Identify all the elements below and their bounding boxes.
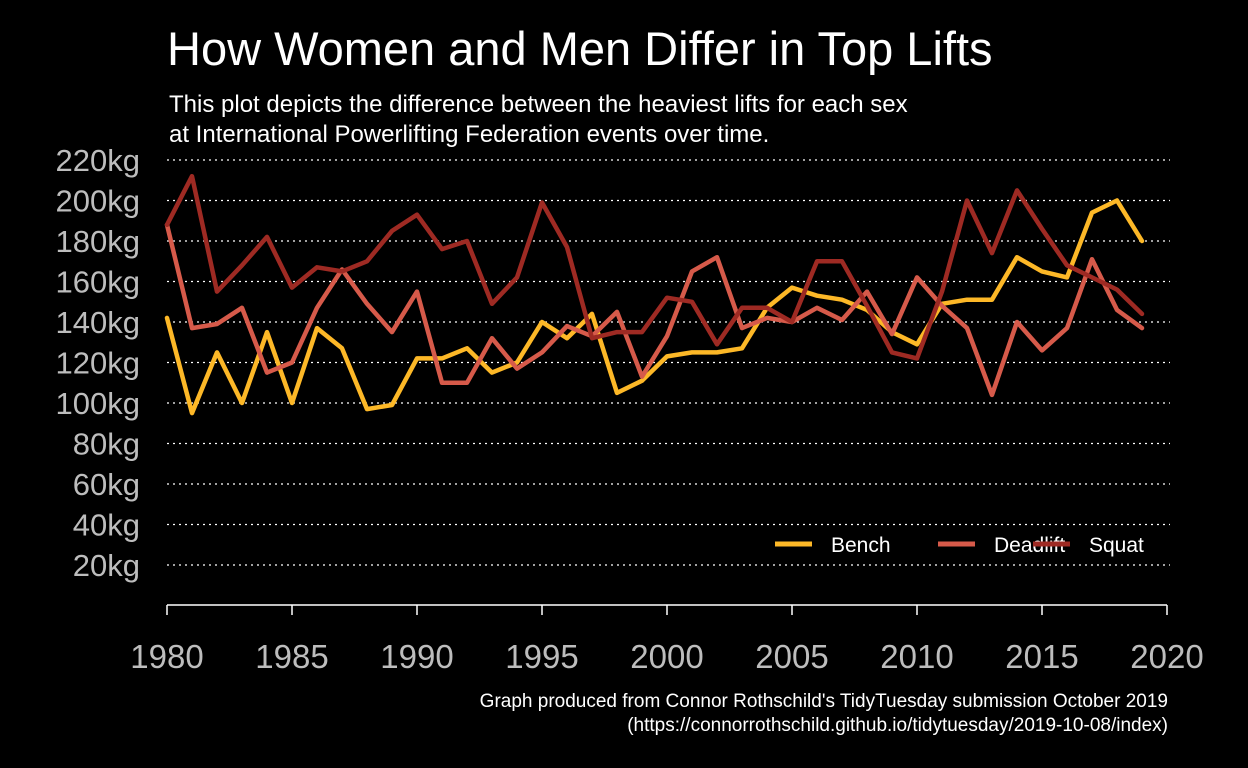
x-tick-label-1990: 1990 (380, 638, 453, 675)
y-tick-label-60: 60kg (73, 467, 140, 502)
chart-subtitle: This plot depicts the difference between… (169, 90, 908, 150)
legend-label-deadlift: Deadlift (994, 534, 1065, 557)
legend-label-squat: Squat (1089, 534, 1144, 557)
x-tick-label-1985: 1985 (255, 638, 328, 675)
y-tick-label-100: 100kg (56, 386, 140, 421)
y-tick-label-120: 120kg (56, 346, 140, 381)
x-tick-label-1980: 1980 (130, 638, 203, 675)
y-tick-label-80: 80kg (73, 427, 140, 462)
x-tick-label-1995: 1995 (505, 638, 578, 675)
caption-line-1: Graph produced from Connor Rothschild's … (479, 691, 1168, 712)
x-tick-label-2020: 2020 (1130, 638, 1203, 675)
chart-title: How Women and Men Differ in Top Lifts (167, 22, 993, 75)
series-line-bench (164, 198, 1145, 416)
subtitle-line-1: This plot depicts the difference between… (169, 91, 908, 118)
y-tick-label-20: 20kg (73, 548, 140, 583)
x-tick-label-2000: 2000 (630, 638, 703, 675)
y-tick-label-220: 220kg (56, 143, 140, 178)
legend-label-bench: Bench (831, 534, 891, 557)
x-tick-label-2010: 2010 (880, 638, 953, 675)
y-tick-label-140: 140kg (56, 305, 140, 340)
caption-line-2: (https://connorrothschild.github.io/tidy… (627, 715, 1168, 736)
y-tick-label-160: 160kg (56, 265, 140, 300)
chart-caption: Graph produced from Connor Rothschild's … (480, 690, 1168, 738)
y-tick-label-200: 200kg (56, 184, 140, 219)
series-line-squat (164, 173, 1145, 361)
series-line-deadlift (164, 222, 1145, 398)
x-tick-label-2015: 2015 (1005, 638, 1078, 675)
y-tick-label-180: 180kg (56, 224, 140, 259)
x-tick-label-2005: 2005 (755, 638, 828, 675)
subtitle-line-2: at International Powerlifting Federation… (169, 121, 770, 148)
y-tick-label-40: 40kg (73, 508, 140, 543)
